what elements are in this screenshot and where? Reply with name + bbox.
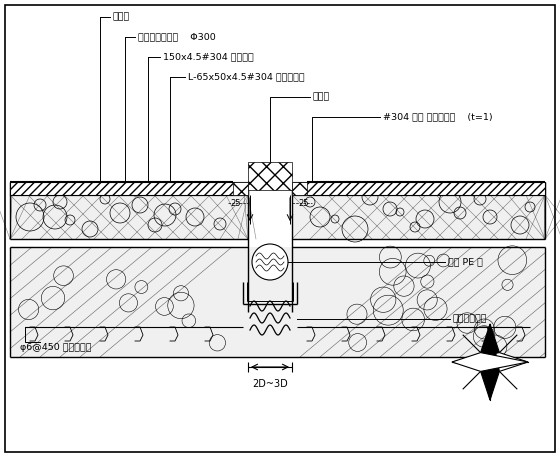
Bar: [248, 162, 292, 190]
Text: 填缝板: 填缝板: [113, 12, 130, 21]
Text: 灌缝沥青填缝: 灌缝沥青填缝: [453, 314, 488, 324]
Bar: [10, 247, 545, 357]
Text: φ6@450 与板底焊接: φ6@450 与板底焊接: [20, 342, 91, 351]
Text: 不锈钢钉大螺丝    Φ300: 不锈钢钉大螺丝 Φ300: [138, 32, 216, 42]
Text: 泡沫 PE 棒: 泡沫 PE 棒: [448, 257, 483, 266]
Polygon shape: [480, 324, 500, 400]
Bar: [292, 182, 307, 195]
Text: 2D~3D: 2D~3D: [252, 379, 288, 389]
Text: 25: 25: [231, 198, 241, 207]
Polygon shape: [452, 353, 528, 372]
Text: L-65x50x4.5#304 不锈钢肋骨: L-65x50x4.5#304 不锈钢肋骨: [188, 73, 305, 81]
Bar: [233, 182, 248, 195]
Bar: [10, 182, 248, 195]
Polygon shape: [480, 324, 500, 400]
Bar: [10, 195, 248, 239]
Polygon shape: [452, 353, 528, 372]
Text: 25: 25: [298, 198, 309, 207]
Text: 150x4.5#304 不锈钢板: 150x4.5#304 不锈钢板: [163, 53, 254, 62]
Bar: [292, 195, 545, 239]
Bar: [292, 182, 545, 195]
Text: #304 飞厂 薄不锈钢板    (t=1): #304 飞厂 薄不锈钢板 (t=1): [383, 112, 493, 122]
Circle shape: [252, 244, 288, 280]
Text: 板缝板: 板缝板: [313, 92, 330, 101]
